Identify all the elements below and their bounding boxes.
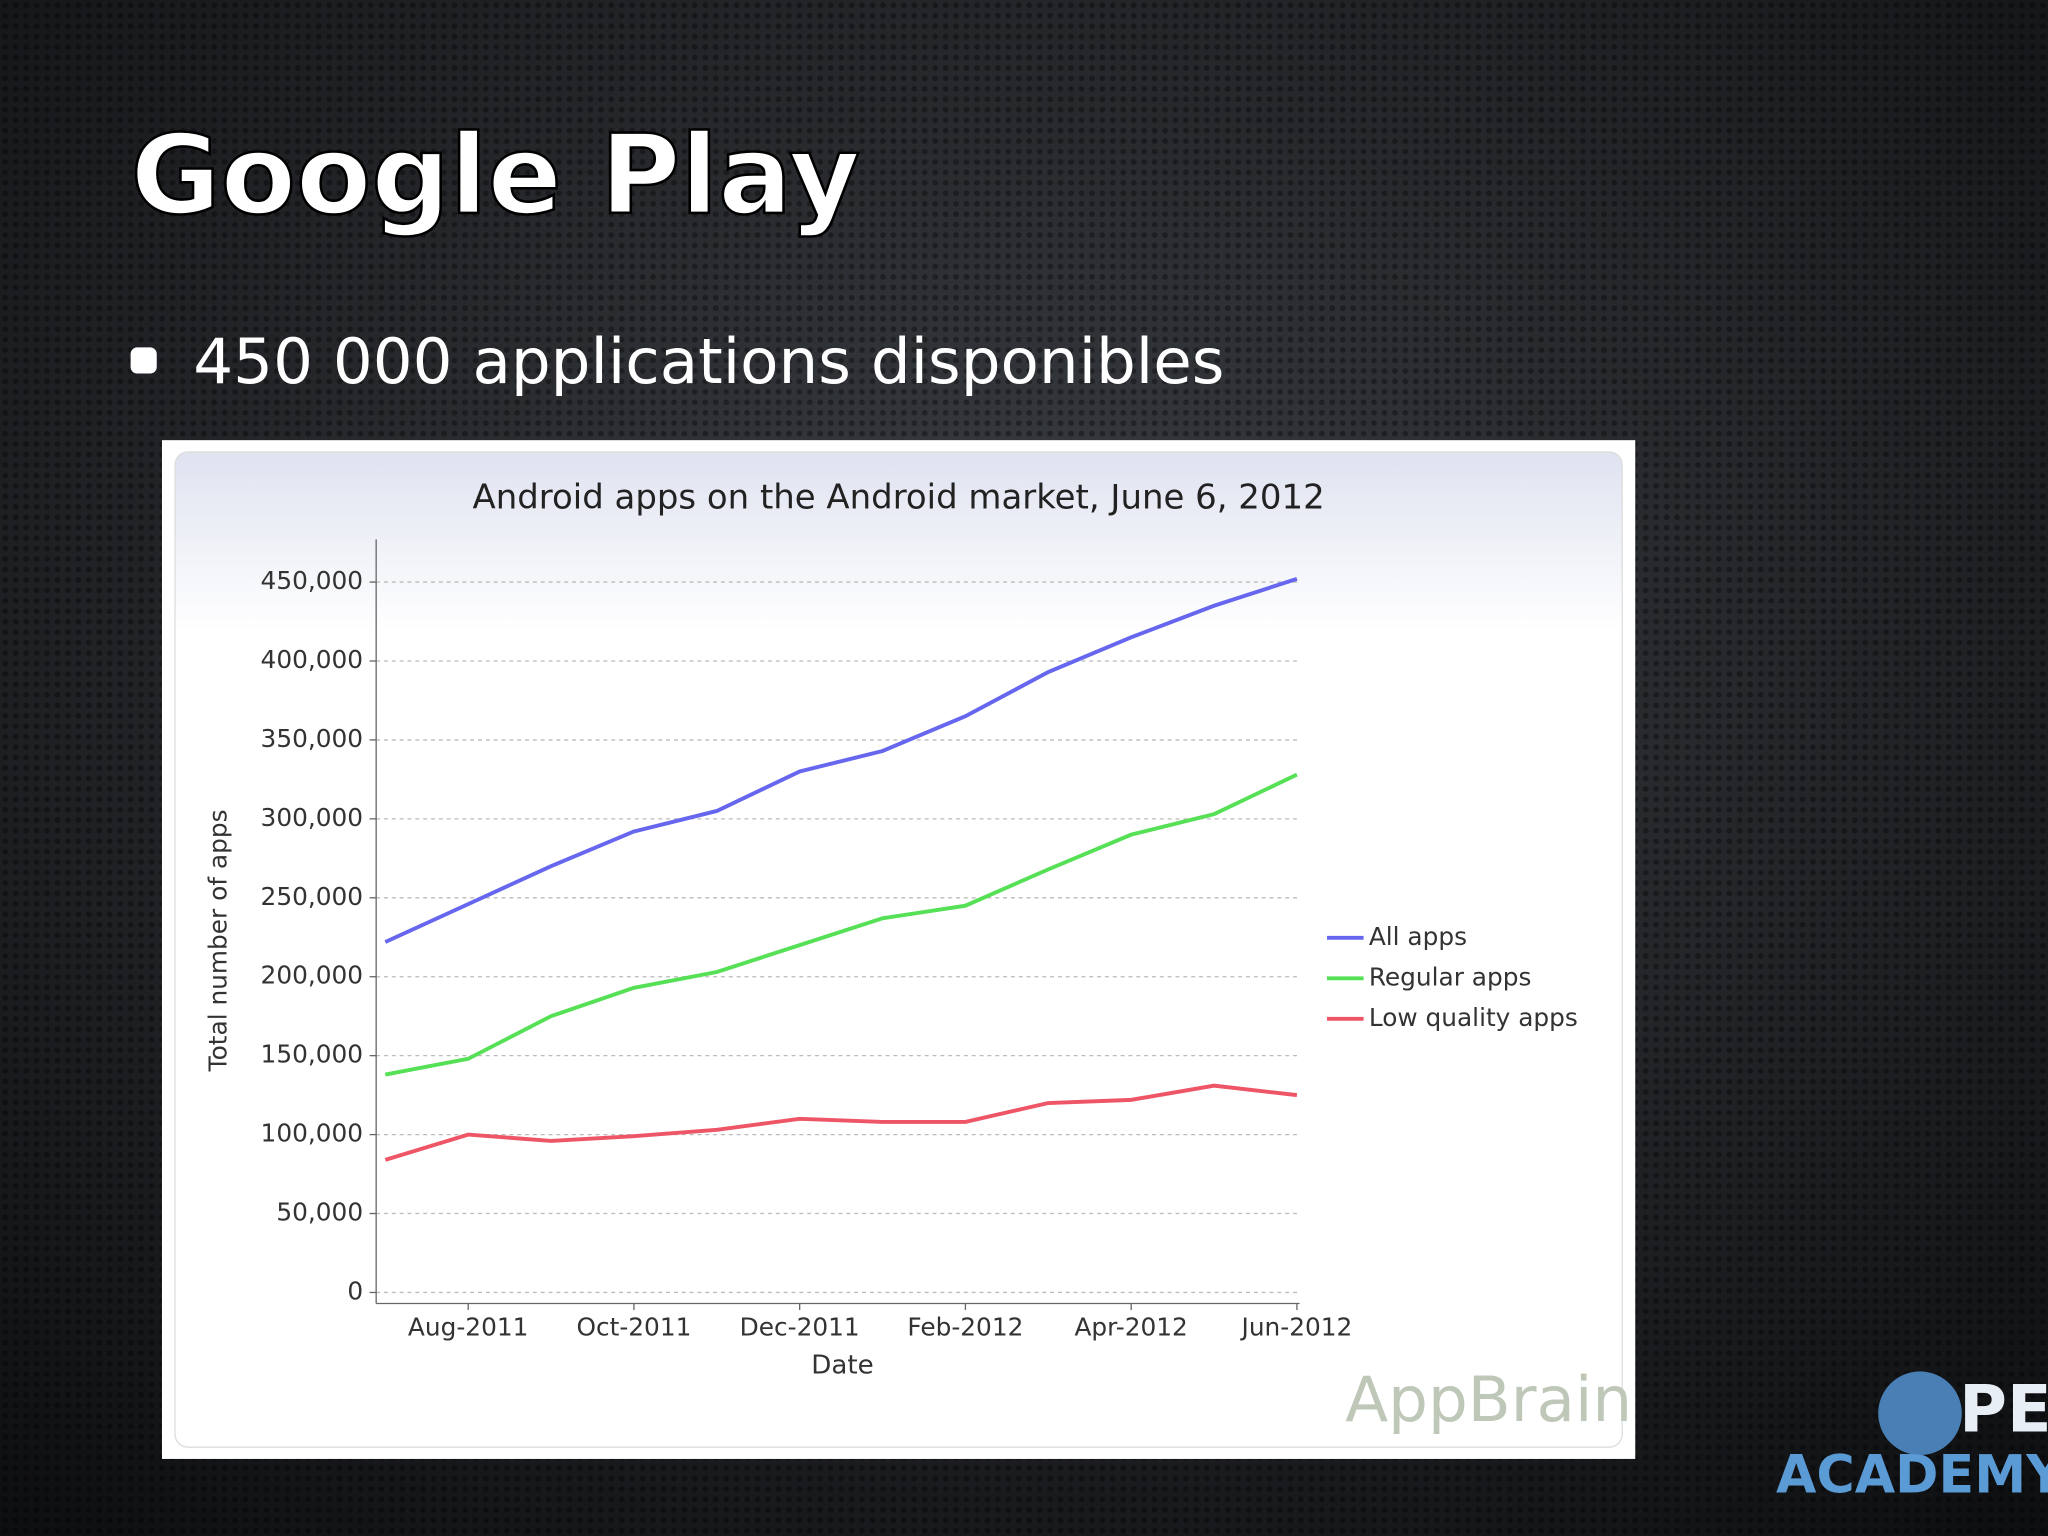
- y-tick-label: 350,000: [261, 724, 364, 753]
- chart-title: Android apps on the Android market, June…: [473, 477, 1325, 517]
- logo-top: PEN: [1959, 1371, 2048, 1447]
- x-tick-label: Apr-2012: [1074, 1312, 1187, 1341]
- x-tick-label: Oct-2011: [576, 1312, 691, 1341]
- series-line: [384, 1083, 1298, 1162]
- series-line: [384, 577, 1298, 944]
- x-tick-label: Aug-2011: [408, 1312, 528, 1341]
- y-tick-label: 50,000: [276, 1198, 363, 1227]
- y-tick-label: 250,000: [261, 882, 364, 911]
- y-tick-label: 150,000: [261, 1040, 364, 1069]
- logo-globe: [1878, 1371, 1962, 1456]
- chart-panel: [174, 451, 1623, 1448]
- x-tick-label: Feb-2012: [907, 1312, 1023, 1341]
- y-tick-label: 300,000: [261, 803, 364, 832]
- x-tick-label: Dec-2011: [740, 1312, 860, 1341]
- bullet-text: 450 000 applications disponibles: [193, 325, 1224, 398]
- watermark: AppBrain: [1345, 1363, 1632, 1436]
- y-tick-label: 0: [347, 1276, 363, 1305]
- slide-title: Google Play: [131, 111, 861, 239]
- x-axis-label: Date: [811, 1351, 873, 1381]
- y-axis-label: Total number of apps: [203, 809, 232, 1072]
- legend-label: All apps: [1369, 922, 1467, 951]
- x-tick-label: Jun-2012: [1240, 1312, 1353, 1341]
- y-tick-label: 400,000: [261, 645, 364, 674]
- logo-bottom: ACADEMY: [1776, 1446, 2048, 1506]
- y-tick-label: 450,000: [261, 566, 364, 595]
- legend-label: Low quality apps: [1369, 1003, 1578, 1032]
- legend-label: Regular apps: [1369, 962, 1532, 991]
- bullet-marker: [130, 347, 157, 374]
- plot: 0 50,000 100,000 150,000 200,000 250,000 300,0…: [261, 539, 1578, 1341]
- y-tick-label: 200,000: [261, 961, 364, 990]
- series-line: [384, 772, 1298, 1077]
- y-tick-label: 100,000: [261, 1119, 364, 1148]
